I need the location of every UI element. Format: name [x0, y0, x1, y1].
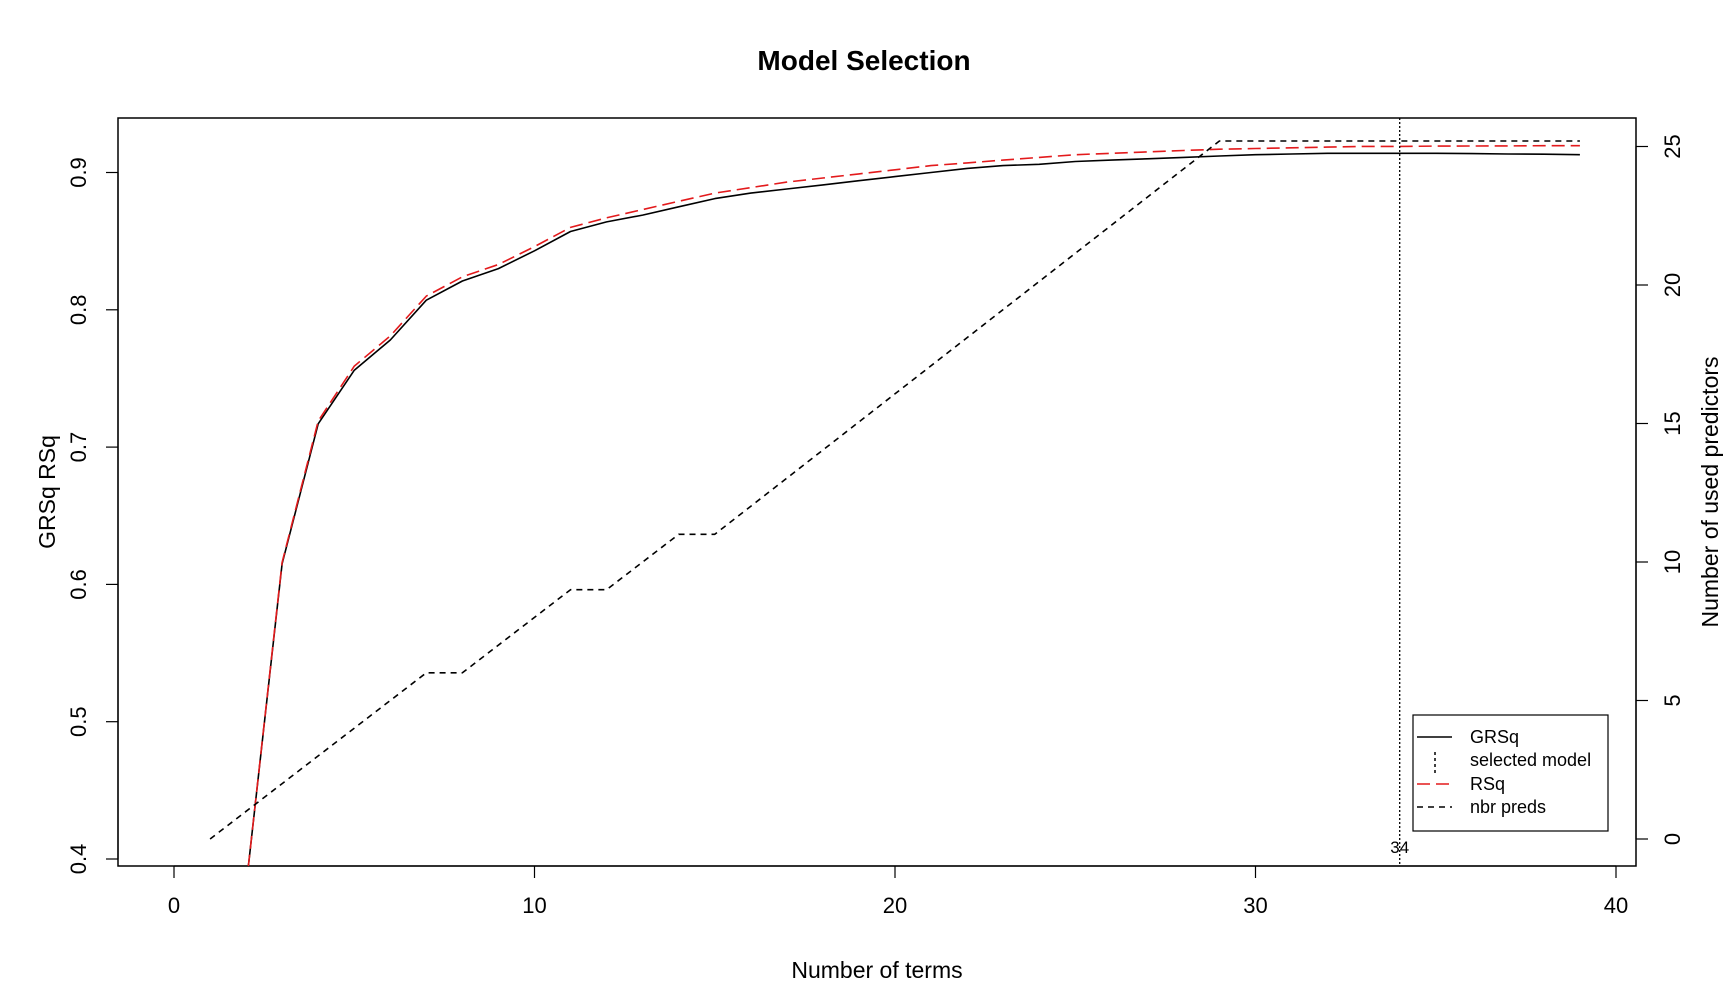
- legend-label-selected-model: selected model: [1470, 750, 1591, 770]
- y-right-tick-label-15: 15: [1660, 411, 1685, 435]
- series-line-rsq: [247, 144, 1580, 866]
- y-right-tick-label-25: 25: [1660, 134, 1685, 158]
- y-right-tick-label-0: 0: [1660, 833, 1685, 845]
- y-left-tick-label-0.9: 0.9: [66, 157, 91, 188]
- y-right-tick-label-20: 20: [1660, 273, 1685, 297]
- y-left-tick-label-0.6: 0.6: [66, 569, 91, 600]
- series-layer: [209, 118, 1580, 866]
- legend-label-rsq: RSq: [1470, 774, 1505, 794]
- y-right-tick-label-5: 5: [1660, 694, 1685, 706]
- y-left-tick-label-0.7: 0.7: [66, 432, 91, 463]
- y-left-axis-label: GRSq RSq: [34, 435, 60, 549]
- y-right-tick-label-10: 10: [1660, 550, 1685, 574]
- selected-model-label: 34: [1390, 838, 1409, 857]
- legend-label-grsq: GRSq: [1470, 727, 1519, 747]
- svg-text:GRSq RSq: GRSq RSq: [34, 435, 60, 549]
- y-left-axis-label-rsq: RSq: [34, 435, 60, 480]
- legend-label-nbr-preds: nbr preds: [1470, 797, 1546, 817]
- legend-box: [1412, 714, 1609, 832]
- series-line-grsq: [247, 152, 1580, 866]
- y-left-tick-label-0.5: 0.5: [66, 706, 91, 737]
- y-right-axis: 0 5 10 15 20 25: [1635, 134, 1685, 845]
- x-axis: 0 10 20 30 40: [168, 865, 1628, 918]
- chart-title: Model Selection: [757, 45, 970, 76]
- x-tick-label-10: 10: [522, 893, 546, 918]
- y-right-axis-label: Number of used predictors: [1697, 356, 1723, 627]
- y-left-axis-label-grsq: GRSq: [34, 486, 60, 549]
- series-line-nbr-preds: [209, 140, 1580, 840]
- y-left-tick-label-0.4: 0.4: [66, 844, 91, 875]
- x-tick-label-20: 20: [883, 893, 907, 918]
- legend: GRSq selected model RSq nbr preds: [1412, 714, 1609, 832]
- x-tick-label-40: 40: [1604, 893, 1628, 918]
- y-left-tick-label-0.8: 0.8: [66, 295, 91, 326]
- y-right-axis-label-group: Number of used predictors: [1697, 356, 1723, 627]
- y-left-axis: 0.4 0.5 0.6 0.7 0.8 0.9: [66, 157, 119, 875]
- x-axis-label: Number of terms: [791, 957, 962, 983]
- x-tick-label-30: 30: [1243, 893, 1267, 918]
- x-tick-label-0: 0: [168, 893, 180, 918]
